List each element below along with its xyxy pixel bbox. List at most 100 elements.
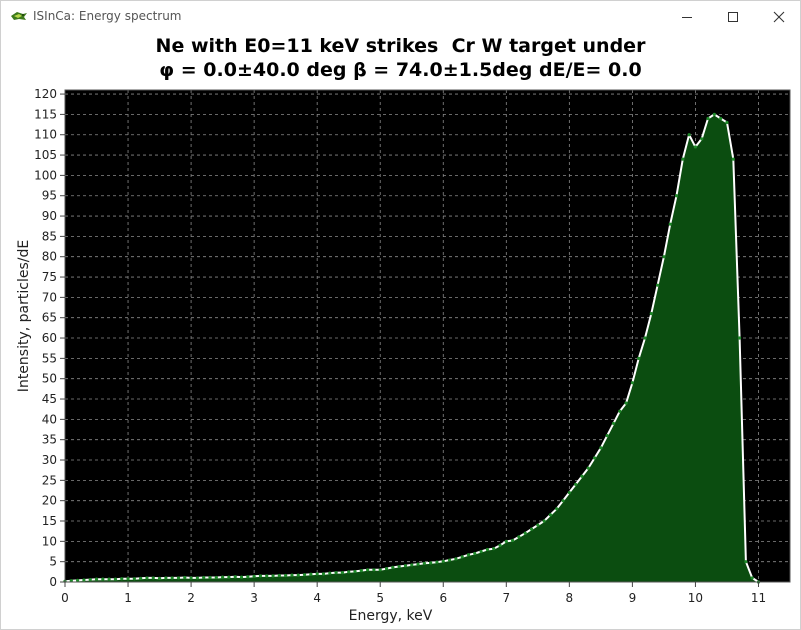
data-point-52 — [391, 565, 395, 569]
data-point-51 — [384, 566, 389, 571]
data-point-56 — [416, 562, 420, 566]
x-tick-label-4: 4 — [313, 591, 321, 605]
data-point-76 — [542, 519, 546, 523]
data-point-46 — [353, 569, 357, 574]
data-point-39 — [309, 572, 313, 576]
y-axis-label: Intensity, particles/dE — [16, 240, 32, 392]
x-tick-label-8: 8 — [566, 591, 574, 605]
data-point-31 — [258, 574, 263, 578]
data-point-27 — [233, 575, 237, 579]
data-point-91 — [637, 356, 641, 360]
data-point-17 — [170, 576, 174, 580]
y-tick-label-7: 35 — [42, 433, 57, 447]
data-point-38 — [302, 573, 307, 577]
data-point-101 — [700, 137, 704, 141]
data-point-85 — [599, 446, 603, 450]
data-point-67 — [485, 547, 489, 552]
data-point-87 — [611, 421, 616, 426]
y-tick-label-11: 55 — [42, 351, 57, 365]
data-point-50 — [378, 568, 382, 572]
data-point-65 — [473, 551, 477, 556]
y-tick-label-16: 80 — [42, 250, 57, 264]
data-point-92 — [643, 336, 647, 340]
data-point-18 — [176, 576, 181, 580]
y-tick-label-3: 15 — [42, 514, 57, 528]
y-tick-label-1: 5 — [49, 555, 57, 569]
x-tick-label-0: 0 — [61, 591, 69, 605]
data-point-24 — [214, 575, 218, 580]
data-point-68 — [492, 547, 496, 551]
data-point-75 — [536, 523, 540, 527]
chart-panel: Ne with E0=11 keV strikes Cr W target un… — [1, 32, 800, 629]
data-point-11 — [132, 577, 136, 581]
y-tick-label-22: 110 — [34, 128, 57, 142]
energy-spectrum-chart: 0 1 2 3 4 5 6 7 8 9 10 1105101520253035404550556065… — [16, 87, 791, 624]
data-point-45 — [347, 570, 351, 574]
x-tick-label-2: 2 — [187, 591, 195, 605]
data-point-95 — [662, 255, 666, 259]
data-point-33 — [271, 574, 275, 578]
minimize-button[interactable] — [664, 1, 710, 32]
x-tick-label-6: 6 — [439, 591, 447, 605]
y-tick-label-19: 95 — [42, 189, 57, 203]
data-point-100 — [693, 145, 698, 149]
data-point-19 — [183, 575, 187, 580]
x-tick-label-10: 10 — [688, 591, 703, 605]
x-axis-label: Energy, keV — [349, 608, 433, 624]
data-point-34 — [277, 573, 281, 578]
data-point-14 — [151, 576, 155, 580]
data-point-74 — [529, 527, 534, 531]
chart-subtitle: φ = 0.0±40.0 deg β = 74.0±1.5deg dE/E= 0… — [159, 59, 642, 81]
data-point-103 — [712, 112, 716, 116]
data-point-44 — [340, 571, 344, 575]
data-point-102 — [706, 116, 710, 121]
data-point-21 — [195, 576, 199, 580]
y-tick-label-5: 25 — [42, 473, 57, 487]
data-point-25 — [221, 575, 225, 579]
data-point-66 — [479, 549, 483, 554]
x-tick-label-7: 7 — [502, 591, 510, 605]
data-point-15 — [157, 576, 162, 580]
data-point-105 — [725, 120, 729, 125]
data-point-59 — [435, 560, 439, 564]
y-tick-label-20: 100 — [34, 168, 57, 182]
app-logo-icon — [11, 12, 27, 20]
data-point-70 — [504, 539, 508, 543]
data-point-2 — [76, 578, 80, 582]
y-tick-label-9: 45 — [42, 392, 57, 406]
window-title: ISInCa: Energy spectrum — [33, 9, 182, 23]
close-button[interactable] — [756, 1, 801, 32]
data-point-96 — [668, 222, 672, 226]
data-point-37 — [296, 573, 300, 577]
data-point-41 — [321, 572, 326, 576]
data-point-9 — [120, 577, 124, 581]
data-point-36 — [290, 573, 294, 577]
plot-border — [64, 89, 791, 583]
x-tick-label-3: 3 — [250, 591, 258, 605]
data-point-20 — [189, 576, 193, 580]
data-point-98 — [681, 157, 685, 161]
y-tick-label-23: 115 — [34, 107, 57, 121]
window-titlebar[interactable]: ISInCa: Energy spectrum — [1, 1, 800, 32]
x-tick-label-9: 9 — [629, 591, 637, 605]
data-point-89 — [624, 401, 628, 405]
data-point-61 — [447, 558, 452, 562]
y-tick-label-15: 75 — [42, 270, 57, 284]
y-tick-label-8: 40 — [42, 412, 57, 426]
maximize-icon — [728, 11, 738, 22]
y-tick-label-13: 65 — [42, 311, 57, 325]
data-point-10 — [126, 577, 130, 581]
data-point-78 — [555, 507, 559, 511]
data-point-30 — [252, 574, 256, 578]
data-point-23 — [208, 575, 212, 580]
data-point-104 — [719, 116, 723, 121]
data-point-48 — [366, 568, 370, 572]
close-icon — [773, 11, 785, 22]
data-point-58 — [429, 561, 433, 565]
data-point-62 — [454, 557, 458, 561]
data-point-88 — [618, 409, 622, 413]
data-point-106 — [731, 157, 735, 161]
maximize-button[interactable] — [710, 1, 756, 32]
data-point-77 — [548, 513, 553, 517]
data-point-83 — [586, 466, 590, 470]
